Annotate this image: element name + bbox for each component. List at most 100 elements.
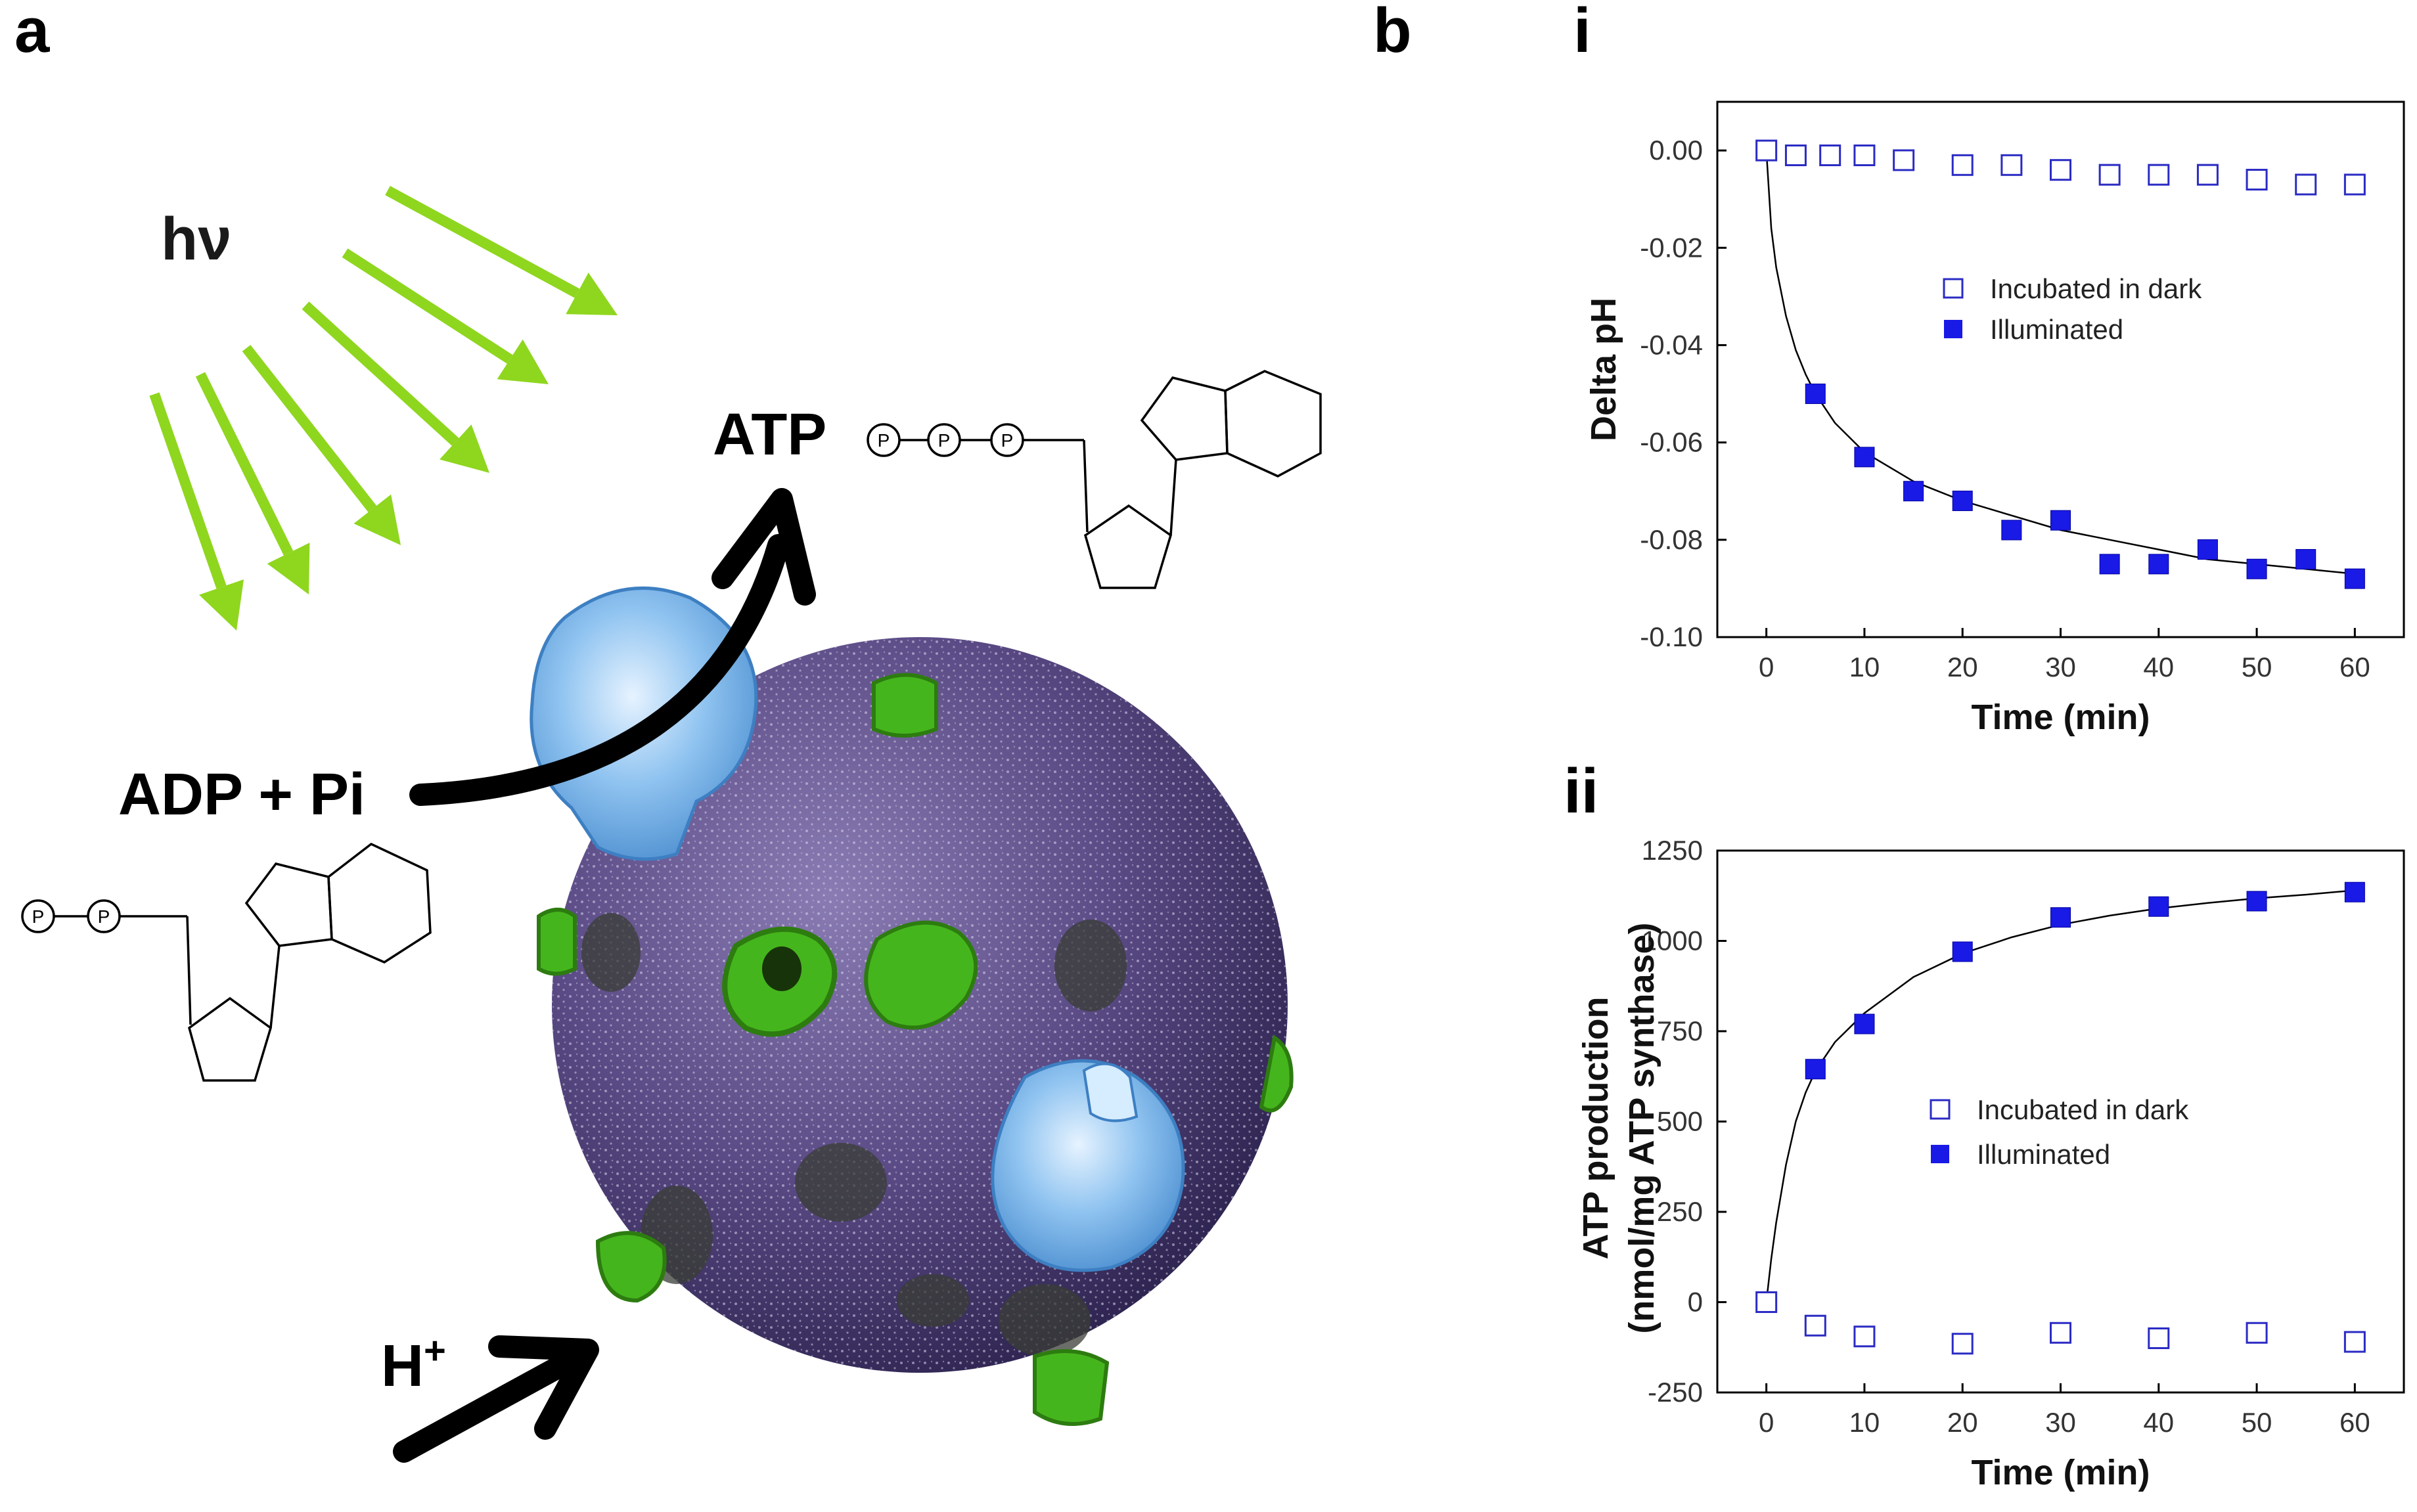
light-ray-arrowhead	[497, 339, 549, 384]
proton-label: H+	[381, 1329, 446, 1399]
dark-data-point	[1951, 1333, 1974, 1355]
light-ray-arrow	[149, 392, 227, 589]
x-tick-label: 50	[2242, 652, 2272, 682]
phosphate-symbol: P	[938, 430, 951, 451]
illuminated-data-point	[1952, 941, 1973, 962]
illuminated-data-point	[2050, 510, 2071, 531]
y-tick-label: 0.00	[1649, 135, 1703, 166]
illuminated-data-point	[1805, 384, 1826, 405]
proton-arrow	[393, 1335, 599, 1463]
y-tick-label: 1250	[1642, 835, 1703, 866]
x-tick-label: 10	[1849, 1407, 1880, 1438]
light-ray-arrowhead	[199, 579, 244, 631]
dark-data-point	[1819, 145, 1841, 166]
illuminated-data-point	[2001, 520, 2022, 541]
y-tick-label: 1000	[1642, 925, 1703, 956]
tick-labels: 0 10 20 30 40 50 60 0.00 -0.02 -0.04 -0.06 -0.08 -0.…	[1640, 135, 2370, 682]
chart-delta-ph: 0 10 20 30 40 50 60 0.00 -0.02 -0.04 -0.06 -0.08 -0.…	[1584, 100, 2405, 737]
tick-labels: 0 10 20 30 40 50 60 1250 1000 750 500 250 0 -250	[1642, 835, 2370, 1438]
y-axis-label: ATP production	[1576, 997, 1615, 1260]
dark-data-point	[2246, 169, 2268, 191]
dark-data-point	[2148, 164, 2170, 186]
chart-axes	[1716, 849, 2405, 1394]
legend-marker-illuminated	[1944, 320, 1962, 338]
legend-marker-dark	[1943, 278, 1964, 299]
y-tick-label: -0.02	[1640, 232, 1703, 263]
dark-data-point	[2343, 1331, 2366, 1353]
illuminated-data-point	[1952, 491, 1973, 512]
dark-data-point	[2050, 1322, 2071, 1344]
legend-label: Illuminated	[1977, 1139, 2110, 1170]
x-tick-label: 20	[1947, 652, 1978, 682]
y-tick-label: -250	[1648, 1377, 1703, 1408]
x-tick-label: 20	[1947, 1407, 1978, 1438]
illuminated-data-point	[2148, 554, 2169, 575]
dark-data-point	[2148, 1327, 2170, 1349]
atp-synthase-proteins	[530, 587, 1185, 1272]
legend-marker-dark	[1930, 1099, 1951, 1120]
illuminated-data-point	[2050, 907, 2071, 928]
dark-data-point	[2098, 164, 2121, 186]
synthesis-arrow	[409, 488, 816, 806]
light-ray-arrow	[195, 372, 294, 556]
x-tick-label: 0	[1759, 652, 1774, 682]
y-axis-label: Delta pH	[1584, 298, 1623, 441]
y-tick-label: 500	[1657, 1106, 1703, 1137]
dark-data-point	[2050, 159, 2071, 181]
y-tick-label: 250	[1657, 1196, 1703, 1227]
y-axis-label-units: (nmol/mg ATP synthase)	[1622, 922, 1661, 1333]
x-tick-label: 10	[1849, 652, 1880, 682]
dark-data-point	[1755, 1291, 1778, 1313]
legend-label: Incubated in dark	[1990, 273, 2202, 304]
dark-data-point	[2196, 164, 2219, 186]
illuminated-data-point	[1854, 447, 1875, 468]
phosphate-symbol: P	[878, 430, 890, 451]
light-ray-arrow	[385, 185, 580, 298]
x-axis-label: Time (min)	[1971, 1453, 2150, 1492]
dark-data-point	[1784, 145, 1807, 166]
data-points	[1755, 139, 2366, 589]
dark-data-point	[2000, 154, 2023, 176]
legend-label: Incubated in dark	[1977, 1094, 2189, 1125]
y-tick-label: 0	[1688, 1287, 1703, 1318]
y-tick-label: -0.04	[1640, 329, 1703, 360]
light-ray-arrowhead	[566, 272, 618, 315]
light-ray-arrowhead	[440, 424, 489, 473]
light-ray-arrowhead	[267, 543, 310, 594]
phosphate-symbol: P	[1001, 430, 1014, 451]
dark-data-point	[2343, 173, 2366, 196]
fit-line	[1765, 889, 2355, 1302]
fit-curve	[1765, 889, 2355, 1302]
illuminated-data-point	[2197, 539, 2218, 560]
phosphate-symbol: P	[32, 906, 45, 927]
panel-label-b: b	[1373, 0, 1412, 66]
illuminated-data-point	[2099, 554, 2120, 575]
illuminated-data-point	[1805, 1059, 1826, 1080]
dark-data-point	[1853, 145, 1876, 166]
x-tick-label: 40	[2143, 1407, 2174, 1438]
dark-data-point	[2295, 173, 2317, 196]
panel-label-a: a	[14, 0, 50, 66]
y-tick-label: 750	[1657, 1015, 1703, 1046]
data-points	[1755, 881, 2366, 1355]
illuminated-data-point	[2344, 568, 2365, 589]
light-arrows	[149, 185, 618, 631]
x-tick-label: 60	[2339, 652, 2370, 682]
illuminated-data-point	[2148, 896, 2169, 917]
schematic: hν	[21, 185, 1322, 1463]
y-tick-label: -0.06	[1640, 427, 1703, 458]
illuminated-data-point	[2246, 558, 2267, 579]
dark-data-point	[1804, 1314, 1826, 1337]
x-tick-label: 30	[2045, 1407, 2076, 1438]
phosphate-symbol: P	[98, 906, 110, 927]
x-axis-label: Time (min)	[1971, 698, 2150, 737]
x-tick-label: 0	[1759, 1407, 1774, 1438]
legend-marker-illuminated	[1931, 1145, 1949, 1163]
x-tick-label: 30	[2045, 652, 2076, 682]
legend: Incubated in dark Illuminated	[1930, 1094, 2189, 1170]
dark-data-point	[1893, 149, 1915, 171]
illuminated-data-point	[1903, 481, 1924, 502]
y-tick-label: -0.08	[1640, 524, 1703, 555]
atp-label: ATP	[713, 402, 826, 468]
